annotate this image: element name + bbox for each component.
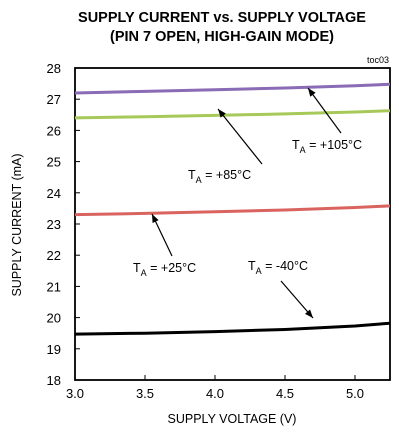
chart-title-line1: SUPPLY CURRENT vs. SUPPLY VOLTAGE xyxy=(78,10,366,26)
annotation-layer: TA = +105°C TA = +85°C TA = +25°C TA = -40°… xyxy=(133,87,362,319)
annotation-leader-1 xyxy=(217,108,263,165)
x-tick-label: 3.5 xyxy=(136,386,154,401)
y-tick-label: 22 xyxy=(47,248,61,263)
y-tick-label: 28 xyxy=(47,61,61,76)
y-tick-label: 18 xyxy=(47,373,61,388)
annotation-leader-0 xyxy=(307,87,342,134)
annotation-arrowhead-2 xyxy=(152,214,159,223)
x-tick-label: 5.0 xyxy=(346,386,364,401)
x-axis-label: SUPPLY VOLTAGE (V) xyxy=(168,412,297,426)
y-tick-label: 19 xyxy=(47,342,61,357)
series-line-3 xyxy=(74,321,391,336)
figure-id: toc03 xyxy=(367,55,389,65)
annotation-arrowhead-1 xyxy=(218,109,226,118)
annotation-arrowhead-3 xyxy=(305,309,313,318)
series-layer xyxy=(74,82,391,336)
x-tick-label: 4.5 xyxy=(276,386,294,401)
y-tick-label: 20 xyxy=(47,311,61,326)
x-tick-label: 3.0 xyxy=(66,386,84,401)
series-line-0 xyxy=(74,82,391,95)
y-axis-label: SUPPLY CURRENT (mA) xyxy=(10,153,24,296)
series-line-2 xyxy=(74,204,391,217)
y-tick-label: 24 xyxy=(47,186,61,201)
y-tick-label: 25 xyxy=(47,155,61,170)
annotation-arrowhead-0 xyxy=(308,88,316,97)
y-tick-label: 27 xyxy=(47,92,61,107)
annotation-label-3: TA = -40°C xyxy=(248,259,308,276)
ticks-layer: 3.0 3.5 4.0 4.5 5.0 18 19 20 21 22 23 24 25 26 27 28 xyxy=(47,61,365,401)
chart-title-line2: (PIN 7 OPEN, HIGH-GAIN MODE) xyxy=(110,29,334,45)
annotation-label-1: TA = +85°C xyxy=(188,168,251,185)
y-tick-label: 21 xyxy=(47,279,61,294)
series-line-1 xyxy=(74,109,391,120)
annotation-label-0: TA = +105°C xyxy=(292,138,362,155)
x-tick-label: 4.0 xyxy=(206,386,224,401)
y-tick-label: 26 xyxy=(47,123,61,138)
annotation-label-2: TA = +25°C xyxy=(133,261,196,278)
y-tick-label: 23 xyxy=(47,217,61,232)
